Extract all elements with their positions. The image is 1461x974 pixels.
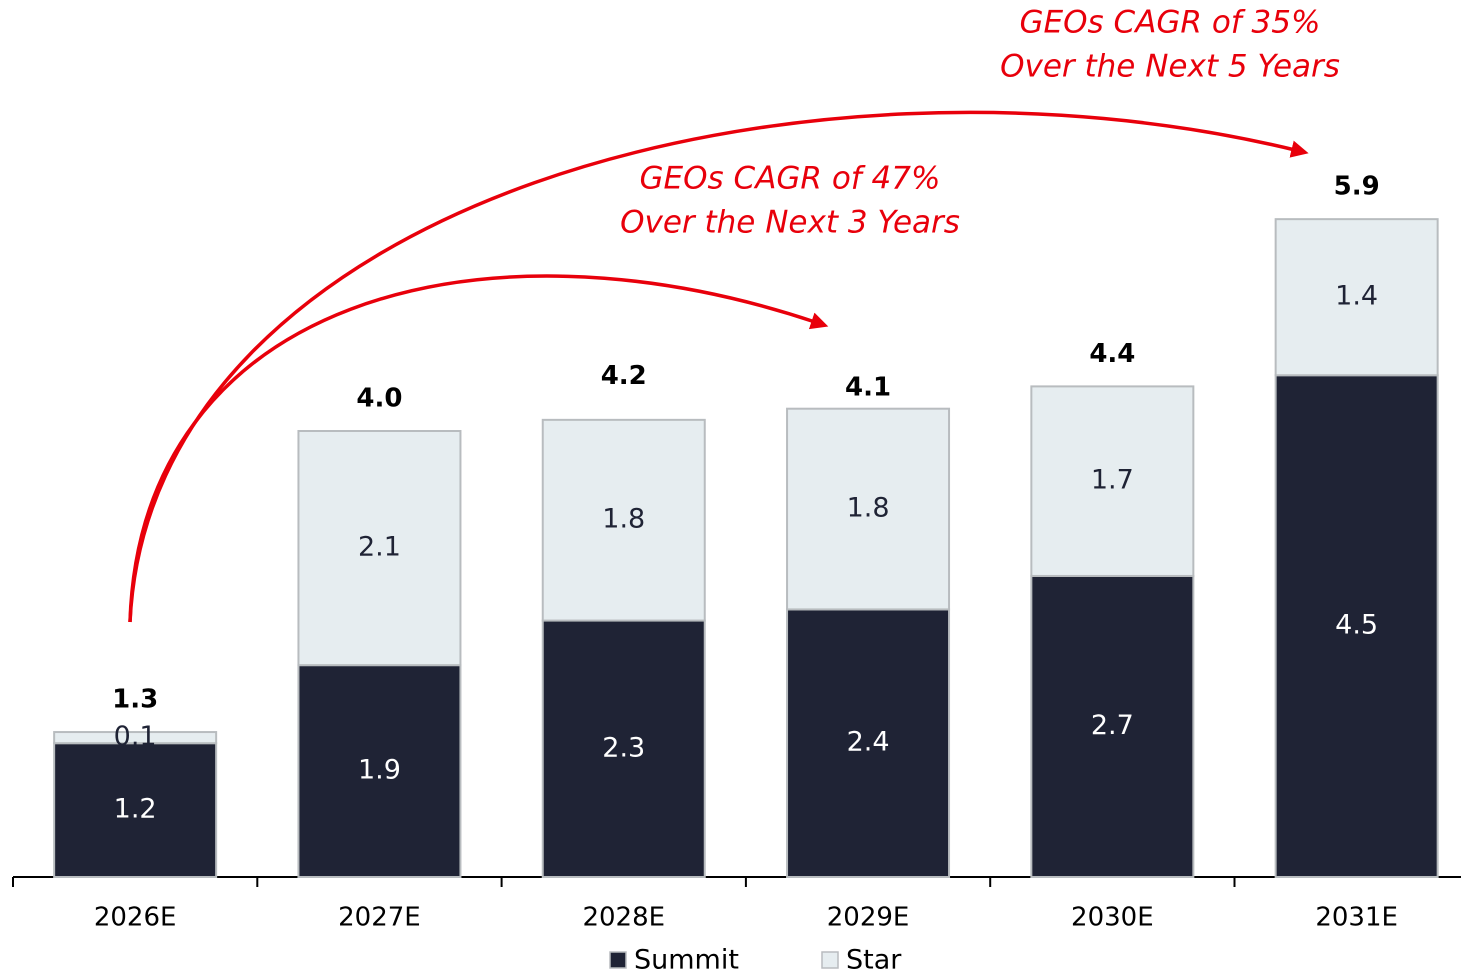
- x-tick-label: 2030E: [1071, 903, 1154, 933]
- bar-segment: [1030, 385, 1195, 577]
- total-label: 4.0: [356, 384, 402, 414]
- total-label: 4.2: [601, 361, 647, 391]
- annotation-text: GEOs CAGR of 47%: [640, 161, 941, 197]
- legend-swatch: [609, 951, 627, 969]
- bar-segment: [1274, 218, 1439, 377]
- bar-segment: [1274, 374, 1439, 878]
- bar-segment: [786, 407, 951, 611]
- x-tick-label: 2027E: [338, 903, 421, 933]
- data-label: 2.4: [847, 727, 890, 758]
- annotation: GEOs CAGR of 47% Over the Next 3 Years: [128, 161, 960, 623]
- bar-segment: [541, 418, 706, 622]
- data-label: 1.7: [1091, 465, 1134, 496]
- bar-segment: [53, 731, 218, 745]
- data-label: 2.7: [1091, 710, 1134, 741]
- data-label: 1.9: [358, 755, 401, 786]
- bar-segment: [786, 608, 951, 879]
- arrow: [128, 274, 829, 623]
- x-tick-label: 2026E: [94, 903, 177, 933]
- data-label: 2.1: [358, 532, 401, 563]
- x-tick-label: 2031E: [1315, 903, 1398, 933]
- total-label: 5.9: [1334, 172, 1380, 202]
- data-label: 2.3: [602, 732, 645, 763]
- x-tick-label: 2029E: [827, 903, 910, 933]
- data-label: 1.8: [602, 504, 645, 535]
- annotation: GEOs CAGR of 35% Over the Next 5 Years: [128, 5, 1340, 623]
- total-label: 4.4: [1089, 339, 1135, 369]
- legend-swatch: [821, 951, 839, 969]
- bar-segment: [53, 742, 218, 879]
- annotation-text: Over the Next 3 Years: [620, 205, 960, 241]
- bar-segment: [297, 430, 462, 667]
- bar-segment: [1030, 574, 1195, 878]
- data-label: 1.4: [1335, 281, 1378, 312]
- bar-segment: [541, 619, 706, 878]
- data-label: 0.1: [114, 721, 157, 752]
- data-label: 1.8: [847, 493, 890, 524]
- legend-label: Star: [846, 945, 902, 974]
- legend-label: Summit: [634, 945, 739, 974]
- data-label: 4.5: [1335, 610, 1378, 641]
- total-label: 1.3: [112, 685, 158, 715]
- data-label: 1.2: [114, 794, 157, 825]
- annotation-text: Over the Next 5 Years: [1000, 49, 1340, 85]
- total-label: 4.1: [845, 372, 891, 402]
- bar-segment: [297, 664, 462, 879]
- x-tick-label: 2028E: [582, 903, 665, 933]
- annotation-text: GEOs CAGR of 35%: [1020, 5, 1321, 41]
